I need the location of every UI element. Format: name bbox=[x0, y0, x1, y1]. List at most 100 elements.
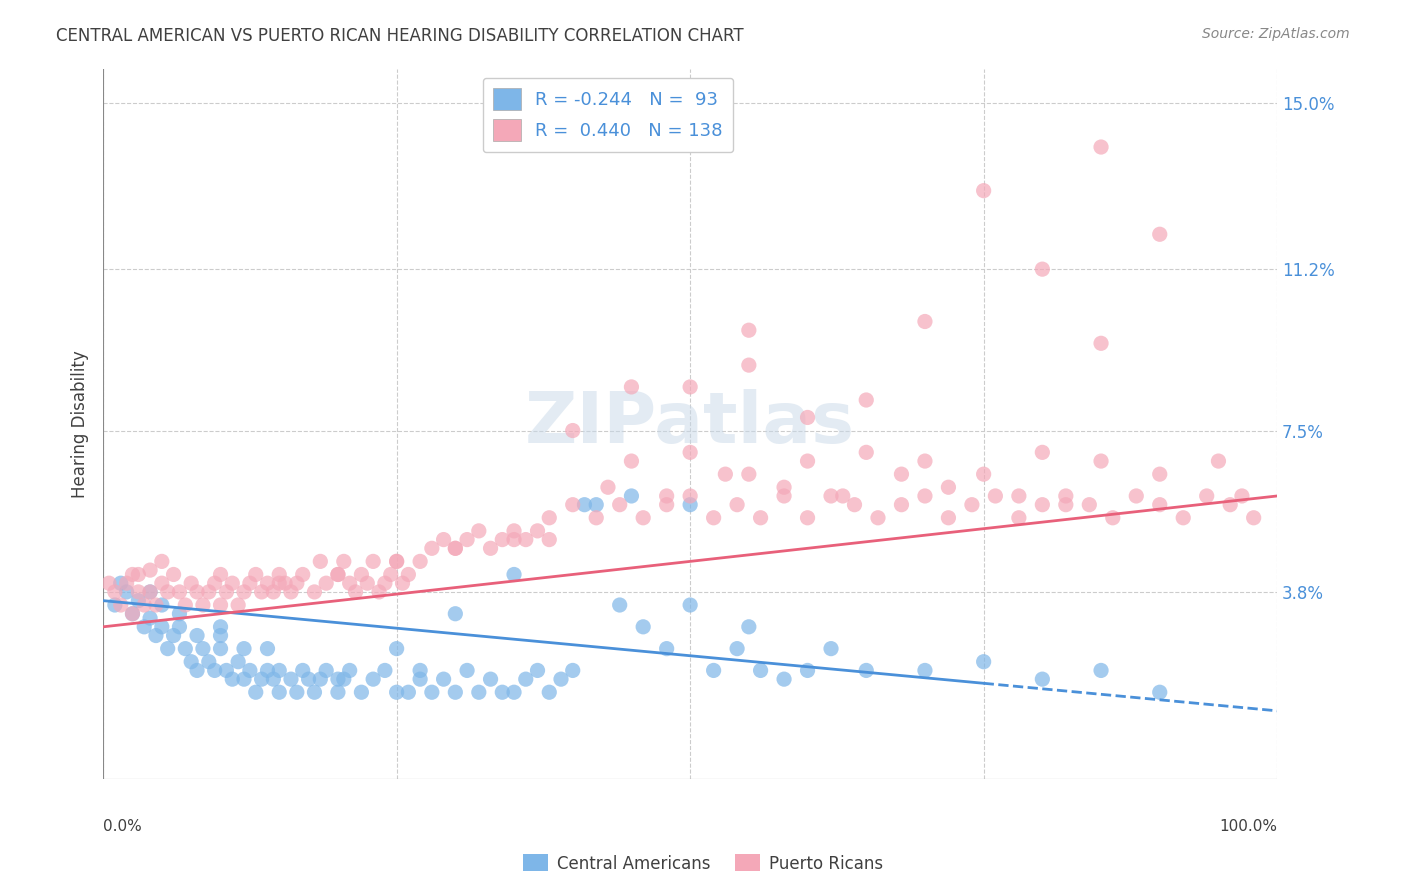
Puerto Ricans bbox=[1195, 489, 1218, 503]
Puerto Ricans bbox=[197, 585, 219, 599]
Puerto Ricans bbox=[866, 510, 889, 524]
Puerto Ricans bbox=[725, 498, 748, 512]
Central Americans bbox=[538, 685, 561, 699]
Puerto Ricans bbox=[121, 607, 143, 621]
Central Americans bbox=[350, 685, 373, 699]
Puerto Ricans bbox=[1031, 262, 1053, 277]
Puerto Ricans bbox=[121, 567, 143, 582]
Central Americans bbox=[134, 620, 156, 634]
Puerto Ricans bbox=[749, 510, 772, 524]
Legend: R = -0.244   N =  93, R =  0.440   N = 138: R = -0.244 N = 93, R = 0.440 N = 138 bbox=[482, 78, 734, 153]
Puerto Ricans bbox=[145, 598, 167, 612]
Puerto Ricans bbox=[127, 585, 149, 599]
Puerto Ricans bbox=[280, 585, 302, 599]
Puerto Ricans bbox=[269, 567, 291, 582]
Central Americans bbox=[269, 664, 291, 678]
Puerto Ricans bbox=[420, 541, 443, 556]
Central Americans bbox=[326, 685, 349, 699]
Puerto Ricans bbox=[538, 533, 561, 547]
Central Americans bbox=[262, 672, 284, 686]
Central Americans bbox=[233, 641, 256, 656]
Puerto Ricans bbox=[1208, 454, 1230, 468]
Puerto Ricans bbox=[738, 358, 761, 372]
Central Americans bbox=[115, 585, 138, 599]
Central Americans bbox=[209, 620, 232, 634]
Central Americans bbox=[110, 576, 132, 591]
Central Americans bbox=[738, 620, 761, 634]
Central Americans bbox=[221, 672, 243, 686]
Central Americans bbox=[468, 685, 491, 699]
Puerto Ricans bbox=[209, 598, 232, 612]
Puerto Ricans bbox=[1090, 336, 1112, 351]
Puerto Ricans bbox=[98, 576, 121, 591]
Central Americans bbox=[285, 685, 308, 699]
Central Americans bbox=[245, 685, 267, 699]
Puerto Ricans bbox=[1149, 498, 1171, 512]
Central Americans bbox=[515, 672, 537, 686]
Puerto Ricans bbox=[503, 524, 526, 538]
Central Americans bbox=[145, 628, 167, 642]
Central Americans bbox=[385, 685, 408, 699]
Puerto Ricans bbox=[156, 585, 179, 599]
Puerto Ricans bbox=[409, 554, 432, 568]
Puerto Ricans bbox=[456, 533, 478, 547]
Central Americans bbox=[197, 655, 219, 669]
Central Americans bbox=[420, 685, 443, 699]
Puerto Ricans bbox=[245, 567, 267, 582]
Puerto Ricans bbox=[1090, 454, 1112, 468]
Puerto Ricans bbox=[596, 480, 619, 494]
Puerto Ricans bbox=[150, 554, 173, 568]
Central Americans bbox=[679, 598, 702, 612]
Central Americans bbox=[256, 641, 278, 656]
Puerto Ricans bbox=[209, 567, 232, 582]
Central Americans bbox=[503, 567, 526, 582]
Puerto Ricans bbox=[127, 567, 149, 582]
Puerto Ricans bbox=[679, 380, 702, 394]
Puerto Ricans bbox=[139, 585, 162, 599]
Central Americans bbox=[631, 620, 654, 634]
Central Americans bbox=[855, 664, 877, 678]
Puerto Ricans bbox=[738, 323, 761, 337]
Puerto Ricans bbox=[221, 576, 243, 591]
Puerto Ricans bbox=[714, 467, 737, 482]
Legend: Central Americans, Puerto Ricans: Central Americans, Puerto Ricans bbox=[516, 847, 890, 880]
Puerto Ricans bbox=[831, 489, 853, 503]
Puerto Ricans bbox=[609, 498, 631, 512]
Central Americans bbox=[655, 641, 678, 656]
Central Americans bbox=[186, 664, 208, 678]
Puerto Ricans bbox=[1173, 510, 1195, 524]
Central Americans bbox=[291, 664, 314, 678]
Puerto Ricans bbox=[820, 489, 842, 503]
Puerto Ricans bbox=[796, 454, 818, 468]
Puerto Ricans bbox=[526, 524, 548, 538]
Central Americans bbox=[204, 664, 226, 678]
Central Americans bbox=[174, 641, 197, 656]
Puerto Ricans bbox=[433, 533, 456, 547]
Central Americans bbox=[339, 664, 361, 678]
Central Americans bbox=[456, 664, 478, 678]
Central Americans bbox=[162, 628, 184, 642]
Central Americans bbox=[1149, 685, 1171, 699]
Puerto Ricans bbox=[703, 510, 725, 524]
Central Americans bbox=[280, 672, 302, 686]
Puerto Ricans bbox=[215, 585, 238, 599]
Puerto Ricans bbox=[350, 567, 373, 582]
Central Americans bbox=[409, 672, 432, 686]
Central Americans bbox=[374, 664, 396, 678]
Central Americans bbox=[150, 598, 173, 612]
Central Americans bbox=[326, 672, 349, 686]
Central Americans bbox=[256, 664, 278, 678]
Puerto Ricans bbox=[326, 567, 349, 582]
Puerto Ricans bbox=[631, 510, 654, 524]
Central Americans bbox=[239, 664, 262, 678]
Central Americans bbox=[749, 664, 772, 678]
Puerto Ricans bbox=[585, 510, 607, 524]
Puerto Ricans bbox=[796, 410, 818, 425]
Central Americans bbox=[226, 655, 249, 669]
Central Americans bbox=[444, 685, 467, 699]
Puerto Ricans bbox=[938, 510, 960, 524]
Central Americans bbox=[385, 641, 408, 656]
Puerto Ricans bbox=[396, 567, 419, 582]
Puerto Ricans bbox=[444, 541, 467, 556]
Puerto Ricans bbox=[1243, 510, 1265, 524]
